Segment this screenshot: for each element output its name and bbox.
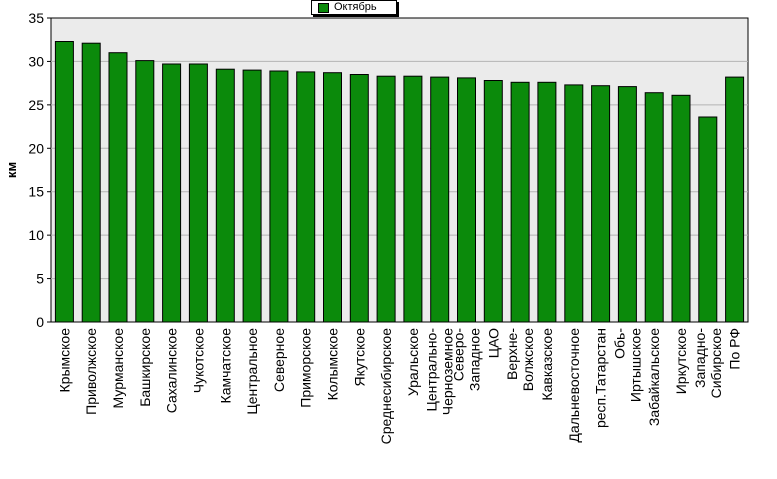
- x-tick-label: Уральское: [405, 328, 421, 396]
- x-tick-label: Северное: [271, 328, 287, 392]
- y-tick-label: 35: [28, 10, 44, 26]
- y-tick-label: 30: [28, 53, 44, 69]
- bar: [644, 92, 664, 323]
- bar: [215, 68, 235, 323]
- bar: [135, 60, 155, 323]
- x-tick-label: Центральное: [244, 328, 260, 415]
- x-tick-label: Башкирское: [137, 328, 153, 407]
- x-tick-label: Западно-Сибирское: [692, 328, 724, 399]
- bar: [188, 63, 208, 323]
- y-axis-label: км: [4, 162, 19, 178]
- y-tick-label: 10: [28, 227, 44, 243]
- bar: [162, 63, 182, 323]
- x-tick-label: Сахалинское: [164, 328, 180, 413]
- bar: [349, 74, 369, 323]
- bar: [537, 81, 557, 323]
- y-tick-label: 15: [28, 184, 44, 200]
- x-tick-label: Приволжское: [83, 328, 99, 415]
- x-tick-label: Якутское: [351, 328, 367, 387]
- y-tick-label: 20: [28, 140, 44, 156]
- x-tick-label: Крымское: [56, 328, 72, 393]
- bar: [81, 42, 101, 323]
- x-tick-label: Центрально-Черноземное: [424, 328, 456, 416]
- plot-area: [50, 17, 749, 323]
- x-tick-label: Иркутское: [673, 328, 689, 394]
- x-tick-label: По РФ: [727, 328, 743, 370]
- x-tick-label: Приморское: [298, 328, 314, 408]
- bar: [591, 85, 611, 323]
- bar: [296, 71, 316, 323]
- x-tick-label: Кавказское: [539, 328, 555, 401]
- y-tick-label: 0: [36, 314, 44, 330]
- x-tick-label: Среднесибирское: [378, 328, 394, 445]
- legend: Октябрь: [311, 0, 397, 15]
- x-tick-label: ЦАО: [485, 328, 501, 358]
- bar: [242, 69, 262, 323]
- y-tick-label: 5: [36, 271, 44, 287]
- x-tick-label: Камчатское: [217, 328, 233, 404]
- bar: [54, 41, 74, 323]
- bar: [430, 76, 450, 323]
- bar: [671, 94, 691, 323]
- y-axis-ticks: 0 5 10 15 20 25 30 35: [28, 10, 51, 330]
- x-tick-label: Дальневосточное: [566, 328, 582, 443]
- bar: [617, 86, 637, 323]
- x-tick-label: Забайкальское: [646, 328, 662, 426]
- bar: [108, 52, 128, 323]
- bar: [457, 77, 476, 323]
- bars: [54, 41, 745, 323]
- x-tick-label: Верхне-Волжское: [504, 328, 536, 392]
- x-tick-label: Мурманское: [110, 328, 126, 409]
- x-tick-label: респ.Татарстан: [593, 328, 609, 428]
- bar: [564, 84, 584, 323]
- x-axis-labels: Крымское Приволжское Мурманское Башкирское С…: [56, 328, 742, 445]
- x-tick-label: Чукотское: [190, 328, 206, 393]
- x-tick-label: Обь-Иртышское: [611, 328, 643, 402]
- legend-label: Октябрь: [334, 1, 377, 13]
- bar: [323, 72, 342, 323]
- legend-swatch: [318, 3, 329, 13]
- bar: [510, 81, 530, 323]
- bar: [269, 70, 289, 323]
- bar: [725, 76, 745, 323]
- x-tick-label: Северо-Западное: [451, 328, 483, 391]
- bar: [483, 80, 503, 323]
- bar: [376, 75, 396, 323]
- y-tick-label: 25: [28, 97, 44, 113]
- bar: [403, 75, 423, 323]
- x-tick-label: Колымское: [325, 328, 341, 401]
- bar: [698, 116, 718, 323]
